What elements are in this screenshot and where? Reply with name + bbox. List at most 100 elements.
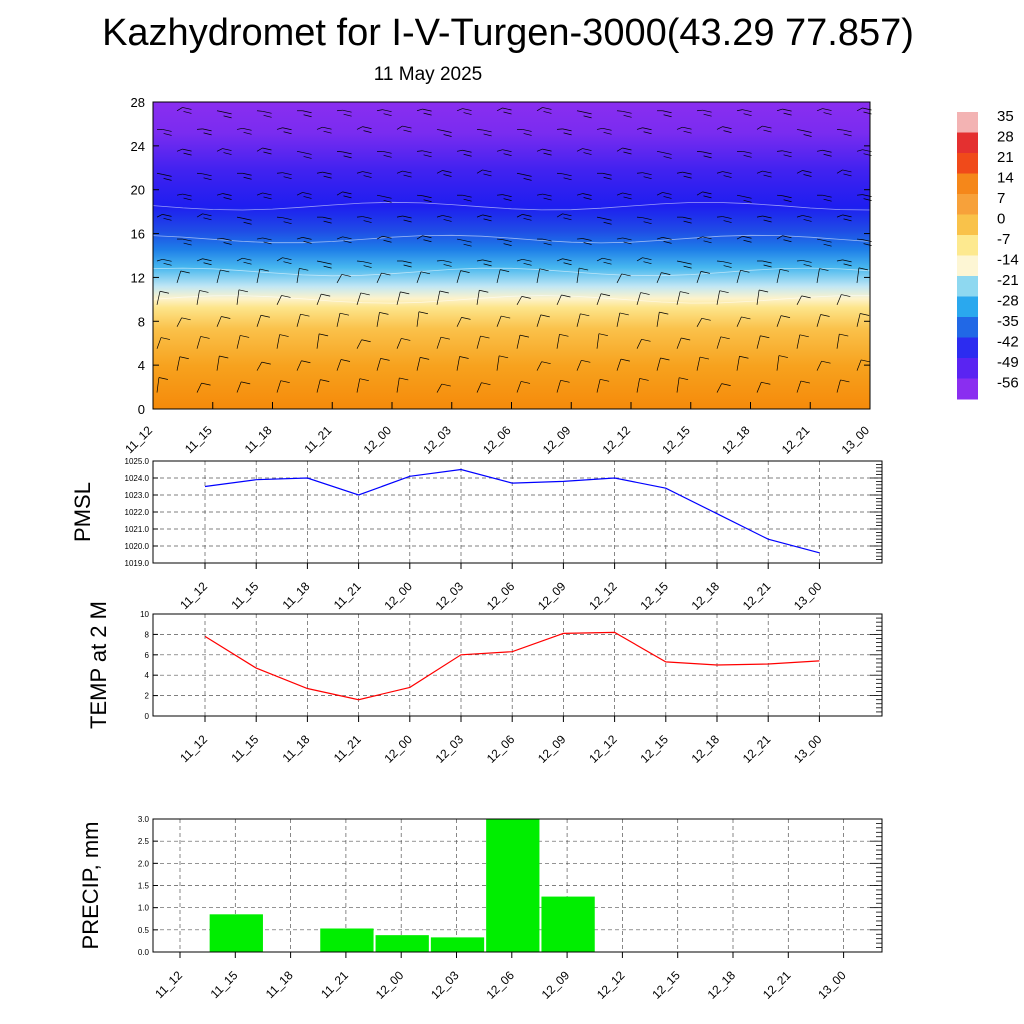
wind-barb [256,237,272,245]
wind-barb-staff [476,129,483,131]
wind-barb-flag [603,261,612,265]
wind-barb-flag [559,333,569,337]
wind-barb-flag [182,193,192,197]
wind-barb-staff [656,237,663,240]
wind-barb-flag [523,133,532,136]
y-tick-label: 1025.0 [125,457,150,466]
wind-barb-staff [596,127,603,130]
wind-barb-flag [703,195,712,199]
wind-barb-flag [703,113,712,117]
wind-barb-staff [256,268,261,283]
wind-barb [476,129,492,137]
wind-barb-flag [843,263,852,267]
x-tick-label: 12_00 [373,968,407,1002]
wind-barb-staff [616,312,621,327]
wind-barb [436,290,449,305]
wind-barb-flag [303,196,312,199]
wind-barb-staff [456,108,463,112]
wind-barb [576,359,591,371]
colorbar-swatch [957,214,978,236]
wind-barb-flag [402,260,412,264]
wind-barb-staff [696,271,702,284]
wind-barb-flag [281,295,291,298]
wind-barb-flag [562,258,572,262]
wind-barb-staff [236,335,241,349]
wind-barb [516,172,532,181]
wind-barb-flag [502,107,512,111]
wind-barb [616,147,632,155]
wind-barb [416,311,428,327]
wind-barb-staff [456,270,461,284]
wind-barb-flag [482,129,492,133]
wind-barb-staff [156,214,163,218]
wind-barb-flag [779,269,790,272]
wind-barb-flag [742,195,752,199]
wind-barb-staff [616,110,623,112]
wind-barb-flag [203,132,212,136]
wind-barb [156,290,170,305]
wind-barb [576,238,592,245]
wind-barb-staff [496,355,500,371]
wind-barb [796,295,811,306]
wind-barb-staff [776,355,780,371]
wind-barb-flag [543,111,552,114]
wind-barb [576,110,592,119]
wind-barb-flag [839,333,849,337]
wind-barb-flag [860,313,870,316]
section-x-tick-label: 11_18 [242,423,275,456]
wind-barb-staff [536,361,542,371]
wind-barb-staff [276,172,283,174]
wind-barb-flag [401,338,411,341]
wind-barb [756,289,769,305]
y-tick-label: 0.5 [138,926,150,935]
wind-barb-flag [301,360,311,364]
wind-barb [476,382,491,393]
wind-barb-staff [276,127,283,130]
wind-barb-staff [296,150,303,153]
wind-barb-staff [836,334,840,349]
wind-barb-flag [502,149,512,153]
x-tick-label: 12_09 [535,732,569,766]
wind-barb-flag [399,377,409,381]
wind-barb [517,129,532,136]
y-tick-label: 1020.0 [125,542,150,551]
wind-barb-staff [216,316,222,327]
wind-barb [796,334,809,349]
wind-barb-flag [322,171,332,175]
wind-barb-staff [556,334,560,349]
wind-barb-staff [536,268,540,283]
wind-barb [276,295,291,305]
wind-barb [196,213,212,221]
wind-barb [736,194,752,203]
wind-barb-flag [543,242,552,246]
wind-barb [496,149,512,157]
wind-barb-flag [362,171,372,174]
wind-barb-staff [576,193,583,196]
wind-barb-staff [696,150,703,153]
wind-barb-flag [682,171,692,175]
wind-barb-staff [556,172,563,175]
wind-barb-flag [382,195,392,199]
wind-barb [597,172,612,180]
wind-barb-flag [639,378,649,381]
wind-barb [196,290,209,305]
wind-barb-flag [259,268,269,272]
pmsl-y-axis-label: PMSL [70,482,95,542]
wind-barb-flag [182,238,192,242]
wind-barb-staff [456,149,463,152]
section-x-tick-label: 12_18 [719,423,753,457]
wind-barb-flag [643,221,652,225]
wind-barb [196,258,212,266]
section-y-tick-label: 16 [131,227,145,242]
y-tick-label: 1022.0 [125,508,150,517]
wind-barb-flag [603,176,612,180]
wind-barb-flag [702,236,712,240]
wind-barb [596,127,612,135]
wind-barb-staff [196,172,203,175]
wind-barb-flag [820,314,830,317]
x-tick-label: 12_03 [433,579,467,613]
wind-barb [216,148,232,155]
wind-barb [736,235,752,243]
wind-barb [696,356,710,371]
wind-barb-flag [643,131,652,135]
